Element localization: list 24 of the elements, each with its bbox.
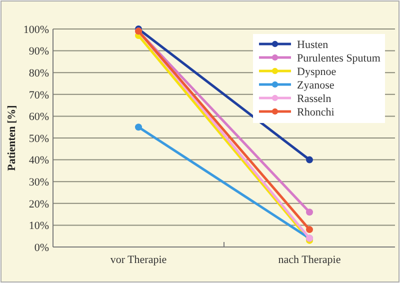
x-tick-label: nach Therapie bbox=[278, 254, 341, 266]
legend-label: Rasseln bbox=[297, 92, 332, 105]
y-tick-label: 80% bbox=[28, 67, 49, 80]
y-tick-label: 50% bbox=[28, 132, 49, 145]
legend-label: Rhonchi bbox=[297, 106, 334, 118]
point bbox=[306, 226, 313, 234]
y-tick-label: 60% bbox=[28, 111, 49, 124]
point bbox=[306, 208, 313, 216]
legend-label: Zyanose bbox=[297, 79, 334, 92]
legend-label: Husten bbox=[297, 38, 329, 51]
y-tick-label: 40% bbox=[28, 154, 49, 167]
y-tick-label: 30% bbox=[28, 176, 49, 188]
y-tick-label: 90% bbox=[28, 46, 49, 58]
y-tick-label: 10% bbox=[28, 220, 49, 232]
x-tick-label: vor Therapie bbox=[110, 254, 167, 266]
y-tick-label: 0% bbox=[34, 242, 49, 254]
legend-label: Purulentes Sputum bbox=[297, 52, 381, 64]
point bbox=[135, 124, 142, 131]
point bbox=[306, 156, 313, 164]
y-tick-label: 70% bbox=[28, 89, 49, 102]
y-tick-label: 20% bbox=[28, 198, 49, 210]
y-axis-title: Patienten [%] bbox=[6, 105, 18, 171]
y-tick-label: 100% bbox=[23, 24, 49, 36]
legend-label: Dyspnoe bbox=[297, 66, 336, 78]
